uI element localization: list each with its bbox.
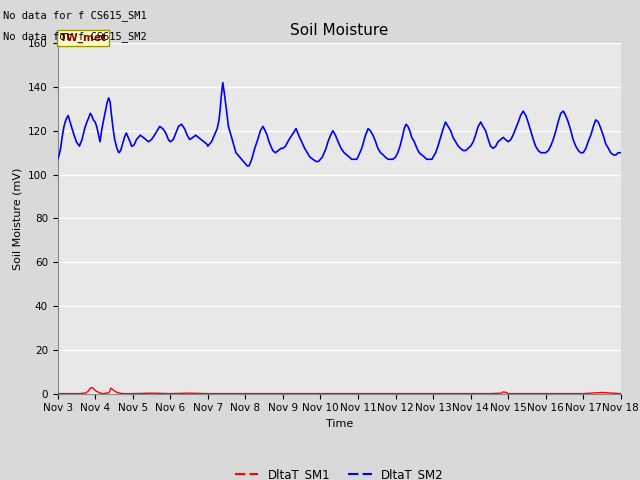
DltaT_SM1: [92, 388, 100, 394]
DltaT_SM2: [54, 156, 61, 162]
DltaT_SM1: [112, 389, 120, 395]
DltaT_SM1: [499, 389, 507, 395]
DltaT_SM1: [148, 390, 156, 396]
DltaT_SM1: [116, 390, 124, 396]
DltaT_SM2: [219, 80, 227, 85]
DltaT_SM1: [317, 391, 324, 396]
DltaT_SM1: [166, 391, 174, 396]
DltaT_SM1: [95, 390, 103, 396]
DltaT_SM1: [86, 385, 94, 391]
DltaT_SM1: [429, 391, 437, 396]
DltaT_SM1: [260, 391, 268, 396]
DltaT_SM1: [90, 386, 98, 392]
DltaT_SM1: [102, 390, 110, 396]
DltaT_SM1: [88, 384, 96, 390]
DltaT_SM1: [65, 391, 73, 396]
DltaT_SM1: [54, 391, 61, 396]
DltaT_SM1: [241, 391, 249, 396]
DltaT_SM1: [598, 390, 606, 396]
DltaT_SM2: [284, 139, 292, 144]
DltaT_SM1: [124, 391, 131, 396]
DltaT_SM1: [223, 391, 230, 396]
DltaT_SM1: [82, 390, 90, 396]
Title: Soil Moisture: Soil Moisture: [290, 23, 388, 38]
DltaT_SM1: [298, 391, 305, 396]
DltaT_SM1: [523, 391, 531, 396]
DltaT_SM1: [120, 391, 127, 396]
DltaT_SM2: [497, 137, 504, 143]
DltaT_SM1: [392, 391, 399, 396]
DltaT_SM1: [467, 391, 474, 396]
DltaT_SM1: [109, 387, 116, 393]
DltaT_SM1: [504, 391, 512, 396]
DltaT_SM1: [502, 390, 510, 396]
X-axis label: Time: Time: [326, 419, 353, 429]
DltaT_SM1: [185, 390, 193, 396]
DltaT_SM1: [373, 391, 381, 396]
DltaT_SM1: [84, 388, 92, 394]
DltaT_SM1: [127, 391, 134, 396]
DltaT_SM2: [243, 163, 251, 168]
Line: DltaT_SM2: DltaT_SM2: [58, 83, 621, 166]
DltaT_SM2: [519, 108, 527, 114]
DltaT_SM1: [99, 391, 106, 396]
DltaT_SM2: [617, 150, 625, 156]
Line: DltaT_SM1: DltaT_SM1: [58, 387, 621, 394]
DltaT_SM1: [486, 391, 493, 396]
DltaT_SM1: [76, 391, 84, 396]
DltaT_SM1: [448, 391, 456, 396]
DltaT_SM1: [204, 391, 212, 396]
DltaT_SM1: [497, 390, 505, 396]
DltaT_SM1: [579, 391, 587, 396]
Text: No data for f CS615_SM1: No data for f CS615_SM1: [3, 10, 147, 21]
DltaT_SM1: [335, 391, 343, 396]
DltaT_SM2: [269, 148, 276, 154]
DltaT_SM1: [561, 391, 568, 396]
Y-axis label: Soil Moisture (mV): Soil Moisture (mV): [13, 167, 22, 270]
Legend: DltaT_SM1, DltaT_SM2: DltaT_SM1, DltaT_SM2: [230, 463, 449, 480]
DltaT_SM2: [524, 119, 532, 125]
Text: No data for f CS615_SM2: No data for f CS615_SM2: [3, 31, 147, 42]
DltaT_SM2: [452, 139, 460, 144]
DltaT_SM1: [617, 391, 625, 396]
DltaT_SM1: [279, 391, 287, 396]
DltaT_SM1: [542, 391, 550, 396]
Text: TW_met: TW_met: [60, 33, 106, 43]
DltaT_SM1: [129, 391, 136, 396]
DltaT_SM1: [105, 390, 113, 396]
DltaT_SM1: [107, 385, 115, 391]
DltaT_SM1: [410, 391, 418, 396]
DltaT_SM1: [354, 391, 362, 396]
